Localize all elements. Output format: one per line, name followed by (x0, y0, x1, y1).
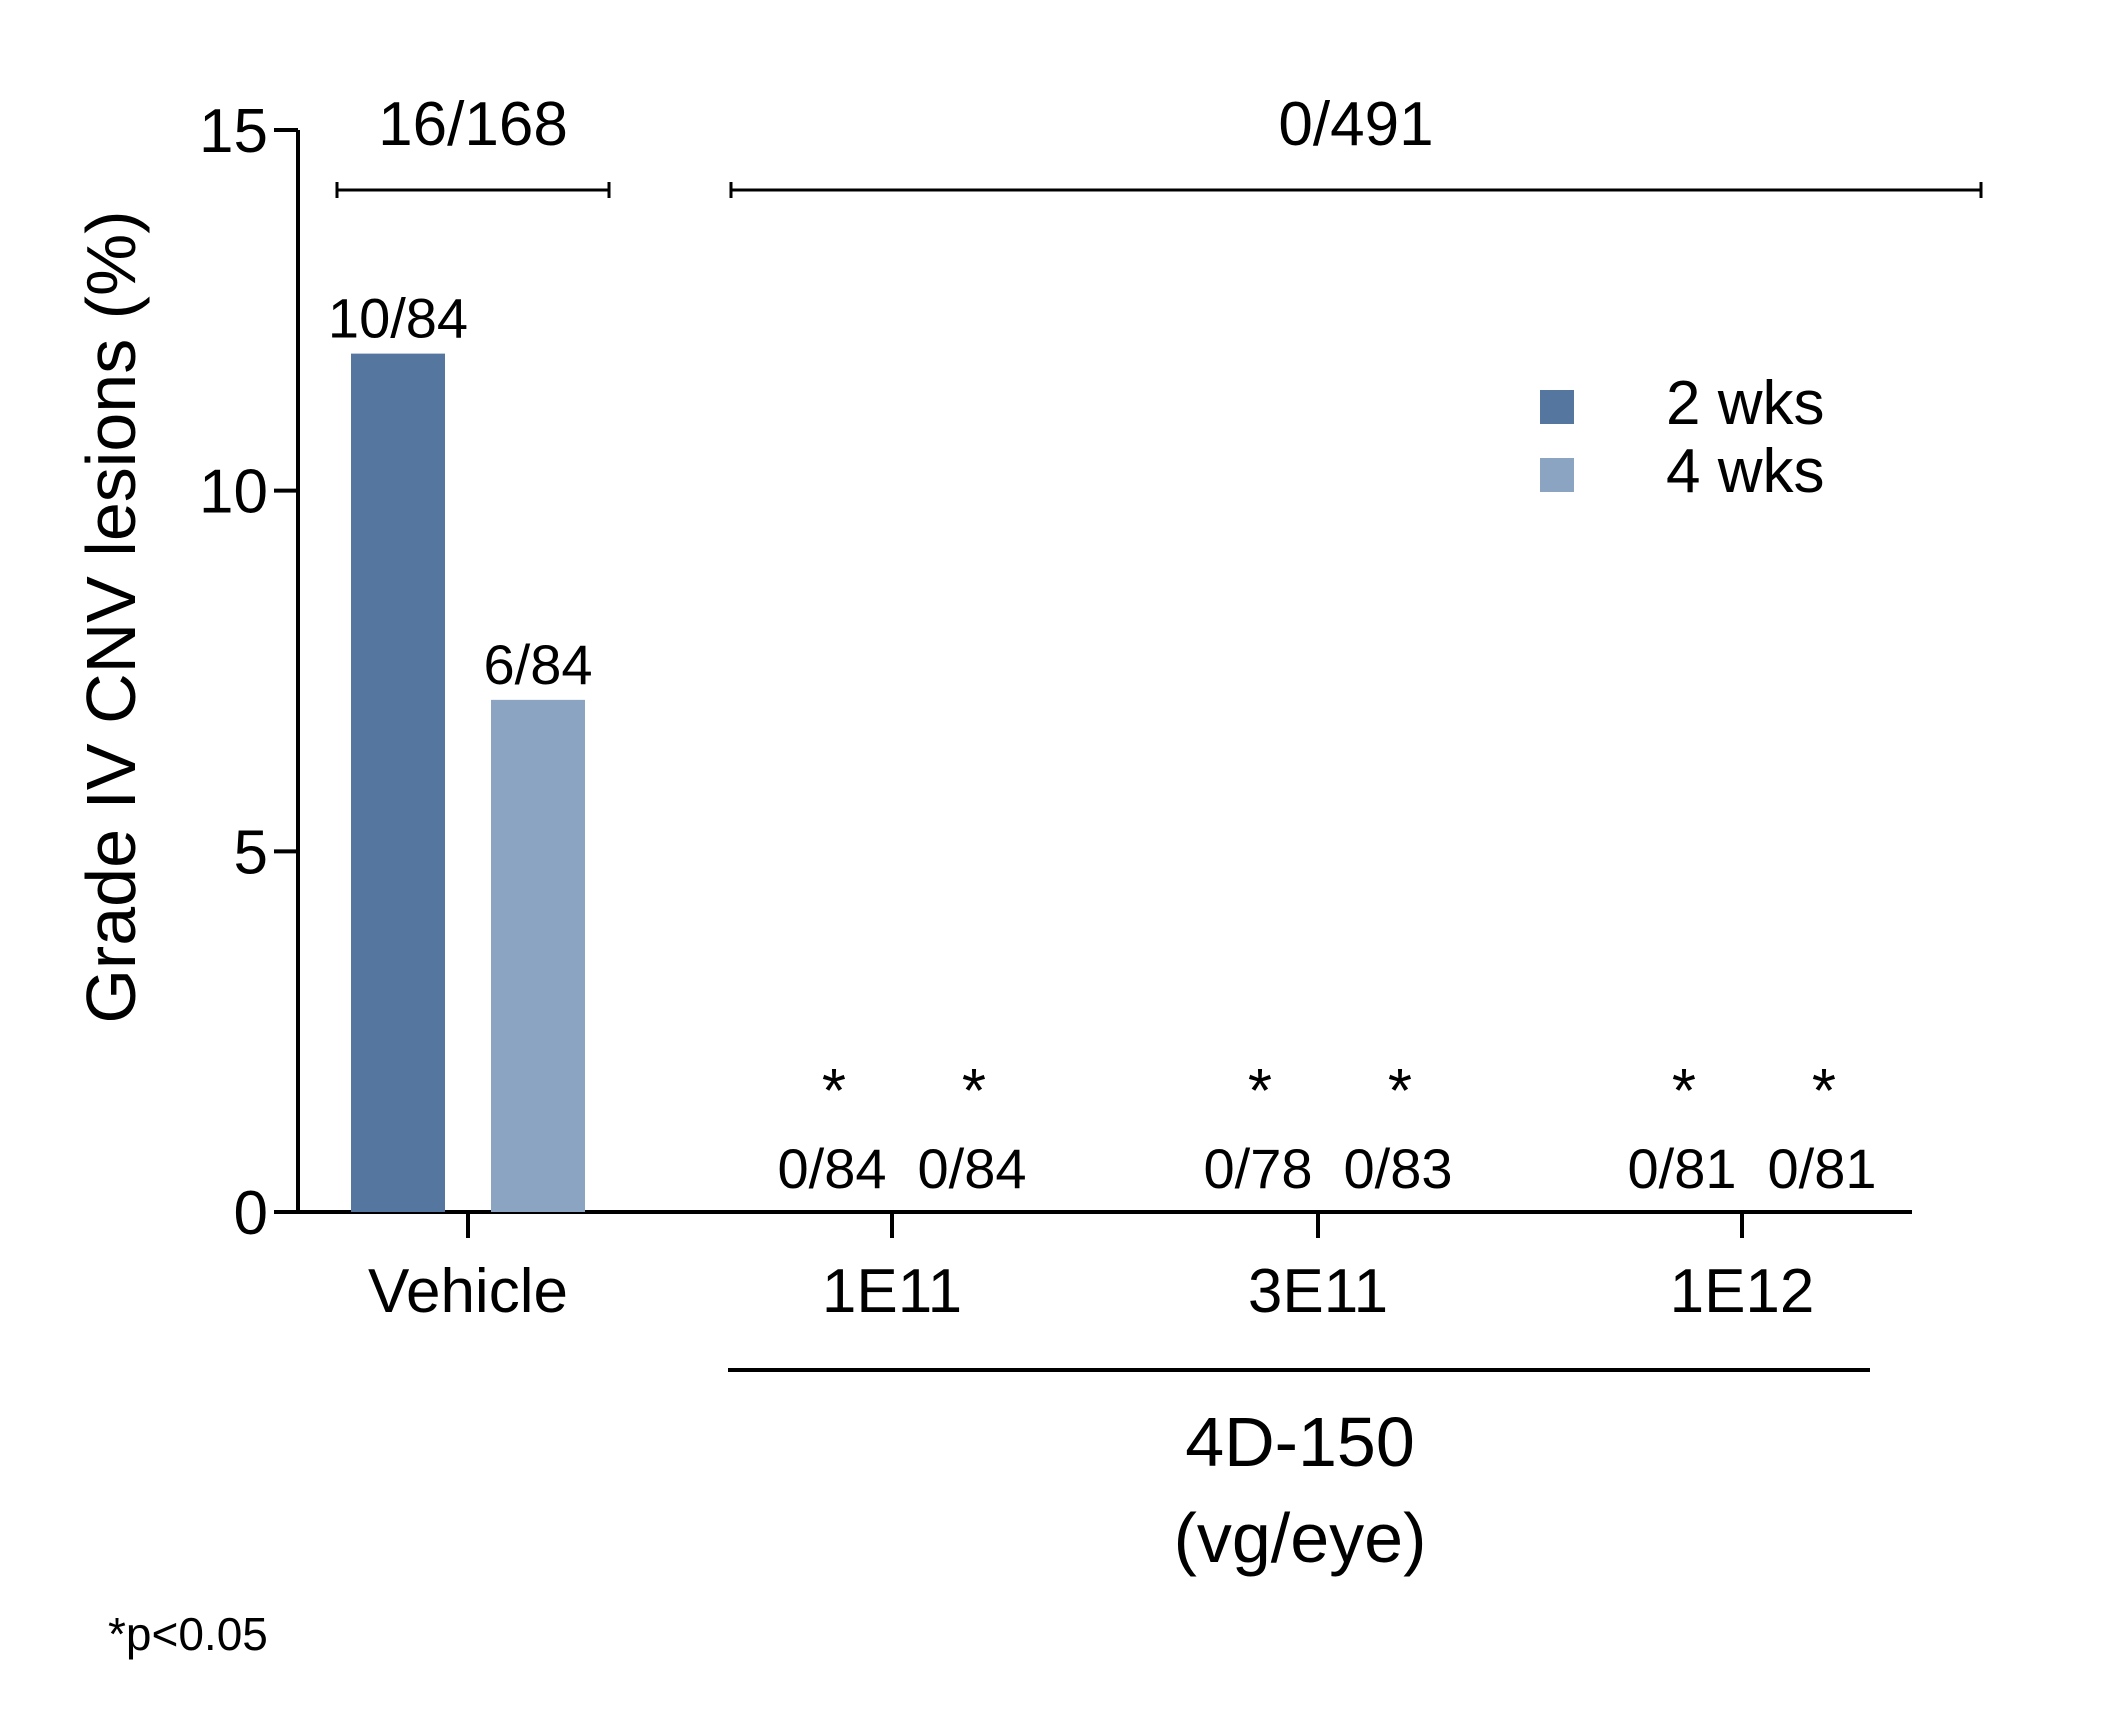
legend-label: 4 wks (1666, 437, 1824, 506)
bar-value-label: 0/81 (1768, 1137, 1877, 1200)
bar-labels: 10/84 6/84 0/84 * 0/84 * 0/78 * 0/83 * 0/81 * 0/81 * (328, 287, 1877, 1200)
group-label-line2: (vg/eye) (1174, 1499, 1427, 1577)
x-axis: Vehicle 1E11 3E11 1E12 (274, 1210, 1912, 1326)
y-axis: 0 5 10 15 (199, 97, 300, 1248)
footnote: *p<0.05 (108, 1608, 268, 1660)
annotations: Grade IV CNV lesions (%) 4D-150 (vg/eye)… (72, 210, 1426, 1660)
bar-value-label: 10/84 (328, 287, 468, 350)
significance-asterisk: * (1672, 1057, 1696, 1126)
x-tick-label: Vehicle (368, 1257, 568, 1326)
bar-value-label: 0/84 (778, 1137, 887, 1200)
significance-asterisk: * (1248, 1057, 1272, 1126)
y-tick-label: 5 (234, 818, 268, 887)
significance-asterisk: * (1388, 1057, 1412, 1126)
group-label-line1: 4D-150 (1185, 1403, 1415, 1481)
brackets: 16/168 0/491 (335, 90, 1983, 1372)
bar-value-label: 0/84 (918, 1137, 1027, 1200)
bar-value-label: 6/84 (484, 633, 593, 696)
y-tick-label: 10 (199, 458, 268, 527)
x-tick-label: 1E12 (1670, 1257, 1815, 1326)
significance-asterisk: * (1812, 1057, 1836, 1126)
bar-value-label: 0/83 (1344, 1137, 1453, 1200)
bar (491, 699, 585, 1212)
legend-swatch (1540, 458, 1574, 492)
bar-value-label: 0/81 (1628, 1137, 1737, 1200)
x-tick-label: 1E11 (822, 1257, 962, 1326)
bracket-label: 16/168 (378, 90, 568, 159)
bar-value-label: 0/78 (1204, 1137, 1313, 1200)
bracket-label: 0/491 (1278, 90, 1433, 159)
legend-label: 2 wks (1666, 369, 1824, 438)
legend-swatch (1540, 390, 1574, 424)
y-tick-label: 0 (234, 1179, 268, 1248)
bars (351, 353, 585, 1212)
bar (351, 353, 445, 1212)
significance-asterisk: * (962, 1057, 986, 1126)
y-axis-title: Grade IV CNV lesions (%) (72, 210, 150, 1023)
y-tick-label: 15 (199, 97, 268, 166)
significance-asterisk: * (822, 1057, 846, 1126)
x-tick-label: 3E11 (1248, 1257, 1388, 1326)
